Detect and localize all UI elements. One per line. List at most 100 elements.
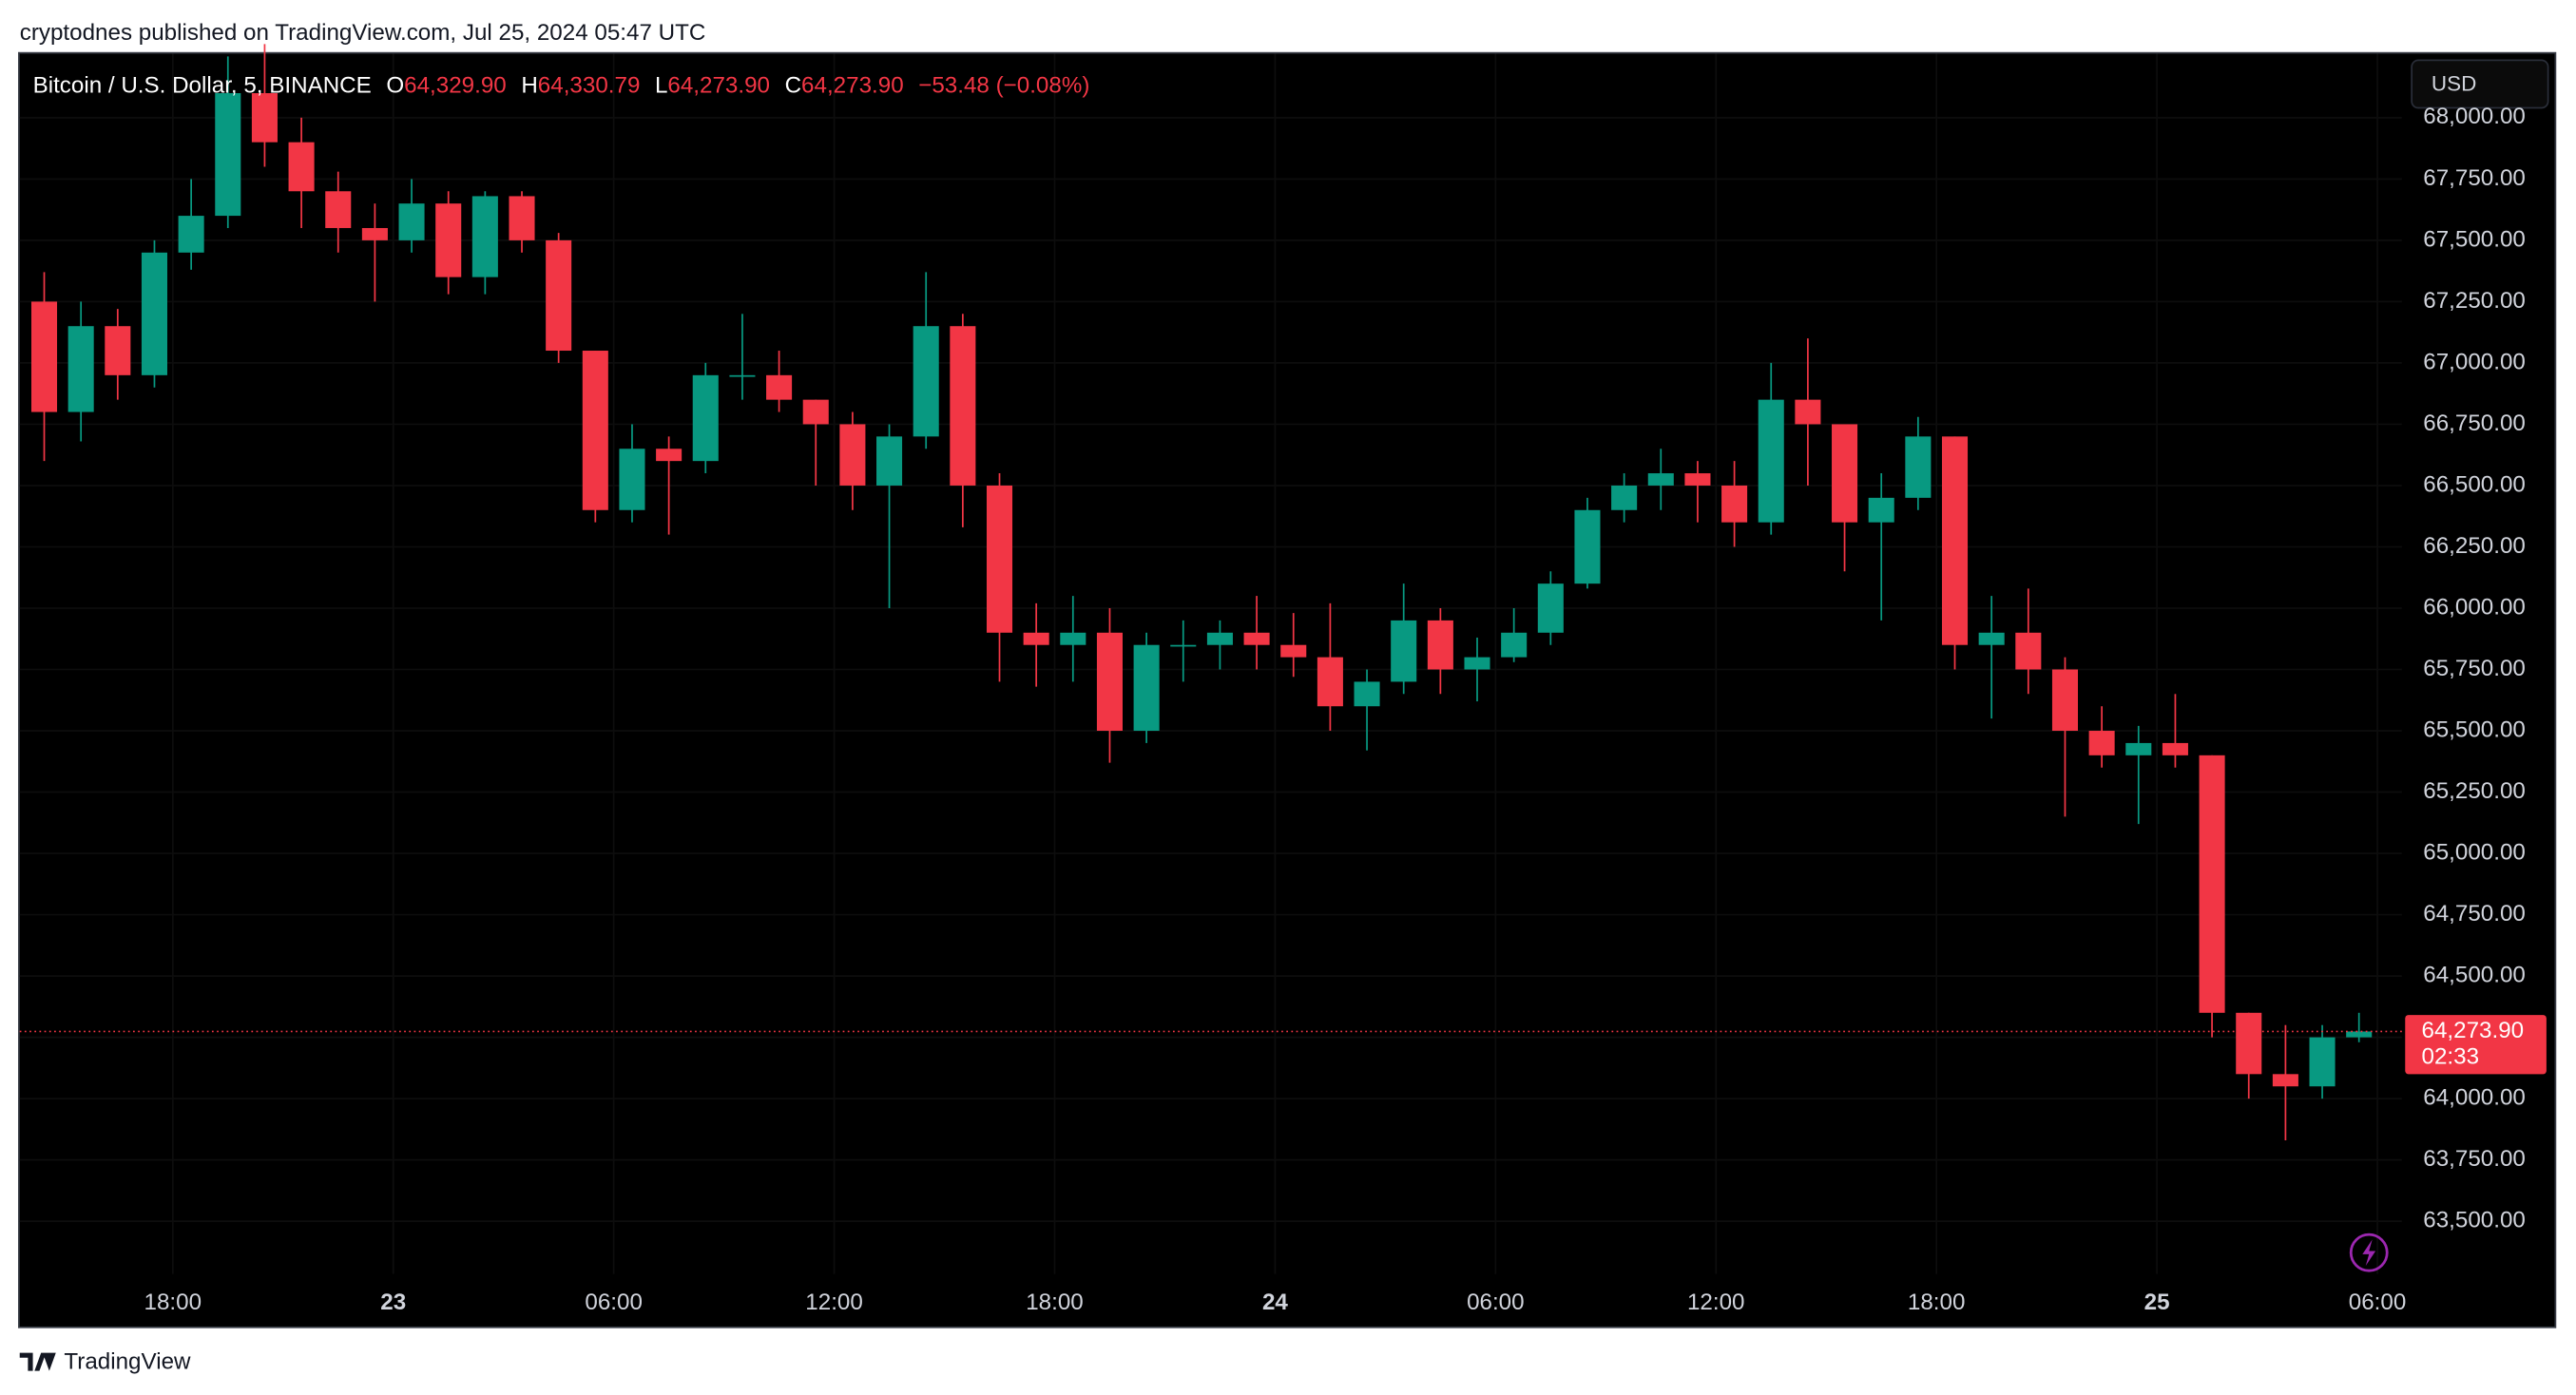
x-tick-label: 18:00 [1026,1290,1084,1315]
x-tick-label: 23 [380,1290,406,1315]
candle-body [67,326,94,412]
candle-body [1941,436,1969,645]
candle-body [1611,485,1638,510]
ohlc-label: O [386,72,404,98]
candle-body [950,326,976,486]
candle-body [802,399,829,425]
candle-body [876,436,903,486]
candle-body [1317,657,1343,707]
candle-body [2125,742,2152,755]
x-tick-label: 06:00 [1467,1290,1525,1315]
candle-body [2272,1074,2298,1087]
x-tick-label: 12:00 [805,1290,863,1315]
last-price-box [2405,1015,2547,1075]
candle-body [2088,731,2115,755]
candle-body [619,449,645,510]
ohlc-value: 64,330.79 [538,72,641,98]
symbol-title: Bitcoin / U.S. Dollar, 5, BINANCE [33,72,372,98]
candle-body [361,227,388,240]
y-tick-label: 65,750.00 [2423,656,2526,681]
candle-body [1978,632,2005,645]
candle-body [656,449,682,462]
y-tick-label: 65,500.00 [2423,717,2526,742]
candle-body [1868,497,1894,523]
candle-body [509,196,535,240]
brand-logo [19,1352,56,1371]
countdown: 02:33 [2422,1043,2480,1069]
x-tick-label: 06:00 [2349,1290,2407,1315]
candle-body [1537,583,1564,633]
candle-body [913,326,939,437]
last-price-label: 64,273.90 [2422,1018,2525,1043]
brand-name: TradingView [64,1348,191,1374]
candle-body [1133,644,1160,732]
y-tick-label: 66,750.00 [2423,411,2526,436]
publish-note: cryptodnes published on TradingView.com,… [20,20,706,46]
candle-body [1758,399,1784,523]
candle-body [30,301,58,412]
ohlc-value: 64,273.90 [801,72,904,98]
candle-body [692,374,719,462]
candle-body [1501,632,1528,658]
candle-body [178,216,204,253]
candle-body [1023,632,1049,645]
ohlc-value: 64,329.90 [404,72,507,98]
y-tick-label: 65,000.00 [2423,839,2526,865]
currency-button[interactable] [2411,59,2549,109]
candle-body [471,196,498,277]
candle-body [1721,485,1748,523]
candle-body [1832,424,1858,523]
candle-body [839,424,866,486]
candle-body [729,374,756,377]
y-tick-label: 67,500.00 [2423,226,2526,252]
ohlc-label: H [521,72,537,98]
y-tick-label: 64,500.00 [2423,962,2526,987]
y-tick-label: 66,500.00 [2423,471,2526,497]
candle-body [288,142,315,192]
x-tick-label: 18:00 [144,1290,202,1315]
candle-body [986,485,1013,633]
y-tick-label: 67,000.00 [2423,349,2526,374]
candle-body [251,93,278,143]
candle-body [1354,681,1380,707]
y-tick-label: 64,000.00 [2423,1085,2526,1111]
candle-body [1647,473,1674,486]
candle-body [2309,1037,2336,1087]
price-change: −53.48 (−0.08%) [918,72,1089,98]
y-tick-label: 67,250.00 [2423,288,2526,314]
candle-body [766,374,793,400]
candle-body [1574,509,1601,584]
x-tick-label: 24 [1262,1290,1288,1315]
currency-label: USD [2432,71,2476,95]
candle-body [141,252,167,375]
candle-body [325,191,352,228]
y-tick-label: 67,750.00 [2423,165,2526,191]
candle-body [582,351,608,510]
candle-body [2346,1031,2373,1038]
candle-body [1280,644,1307,658]
y-tick-label: 66,000.00 [2423,594,2526,620]
y-tick-label: 68,000.00 [2423,104,2526,129]
candle-body [398,203,425,240]
ohlc-value: 64,273.90 [667,72,770,98]
candle-body [1795,399,1821,425]
ohlc-label: C [785,72,801,98]
alert-icon[interactable] [2349,1233,2389,1272]
x-tick-label: 06:00 [585,1290,643,1315]
y-tick-label: 63,750.00 [2423,1146,2526,1172]
x-tick-label: 18:00 [1908,1290,1966,1315]
candle-body [1391,620,1417,682]
candle-body [2015,632,2042,670]
candle-body [1170,644,1197,647]
candle-body [2236,1012,2262,1075]
x-tick-label: 25 [2144,1290,2170,1315]
candle-body [215,93,241,217]
candle-body [1464,657,1490,670]
y-tick-label: 63,500.00 [2423,1208,2526,1233]
ohlc-label: L [655,72,667,98]
candle-body [1060,632,1086,645]
x-tick-label: 12:00 [1687,1290,1745,1315]
y-tick-label: 65,250.00 [2423,778,2526,804]
